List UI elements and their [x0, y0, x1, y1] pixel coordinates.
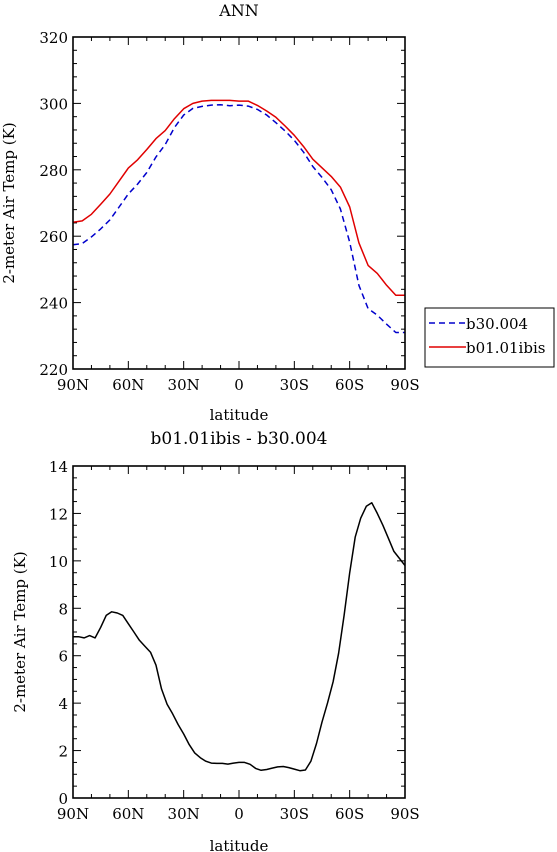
legend-box	[424, 307, 555, 368]
y-tick-label: 4	[58, 695, 68, 713]
x-tick-label: 60S	[335, 805, 364, 823]
y-tick-label: 220	[39, 361, 68, 379]
x-tick-label: 0	[234, 805, 244, 823]
y-tick-label: 12	[49, 505, 68, 523]
x-axis-label: latitude	[210, 837, 269, 852]
legend: b30.004 b01.01ibis	[424, 307, 555, 368]
chart-title: ANN	[218, 1, 259, 20]
y-tick-label: 240	[39, 295, 68, 313]
series-line-b30-004	[72, 103, 405, 334]
x-tick-label: 30S	[280, 376, 309, 394]
x-tick-label: 90N	[57, 376, 89, 394]
x-tick-label: 90S	[390, 805, 419, 823]
x-tick-label: 30N	[168, 805, 200, 823]
y-tick-label: 300	[39, 95, 68, 113]
legend-label-b30-004: b30.004	[466, 315, 528, 333]
legend-label-b01-01ibis: b01.01ibis	[466, 339, 545, 357]
y-tick-label: 260	[39, 228, 68, 246]
x-axis-label: latitude	[210, 406, 269, 424]
x-tick-label: 60S	[335, 376, 364, 394]
y-tick-label: 10	[49, 553, 68, 571]
temperature-chart: ANN 90N 60N 30N 0 30S 60S 90S 220 240 260 280 300 32…	[0, 1, 555, 424]
x-tick-label: 90N	[57, 805, 89, 823]
y-tick-label: 2	[58, 743, 68, 761]
y-tick-label: 280	[39, 162, 68, 180]
x-tick-label: 60N	[112, 805, 144, 823]
plot-area: 90N 60N 30N 0 30S 60S 90S 220 240 260 280 300 320	[39, 29, 419, 394]
y-tick-label: 0	[58, 790, 68, 808]
series-line-difference	[73, 502, 406, 772]
y-tick-label: 14	[49, 458, 68, 476]
difference-chart: b01.01ibis - b30.004 90N 60N 30N 0 30S 60S 90S…	[11, 429, 420, 852]
x-tick-label: 0	[234, 376, 244, 394]
y-tick-label: 8	[58, 600, 68, 618]
x-tick-label: 30N	[168, 376, 200, 394]
series-line-b01-01ibis	[72, 99, 405, 297]
plot-frame	[72, 465, 406, 799]
y-tick-label: 320	[39, 29, 68, 47]
y-axis-label: 2-meter Air Temp (K)	[0, 122, 18, 283]
x-tick-label: 30S	[280, 805, 309, 823]
x-tick-label: 60N	[112, 376, 144, 394]
y-axis-label: 2-meter Air Temp (K)	[11, 551, 29, 712]
plot-area: 90N 60N 30N 0 30S 60S 90S 0 2 4 6 8 10 12 14	[49, 458, 420, 823]
x-tick-label: 90S	[390, 376, 419, 394]
y-tick-label: 6	[58, 648, 68, 666]
chart-title: b01.01ibis - b30.004	[151, 429, 328, 449]
plot-frame	[72, 36, 406, 370]
